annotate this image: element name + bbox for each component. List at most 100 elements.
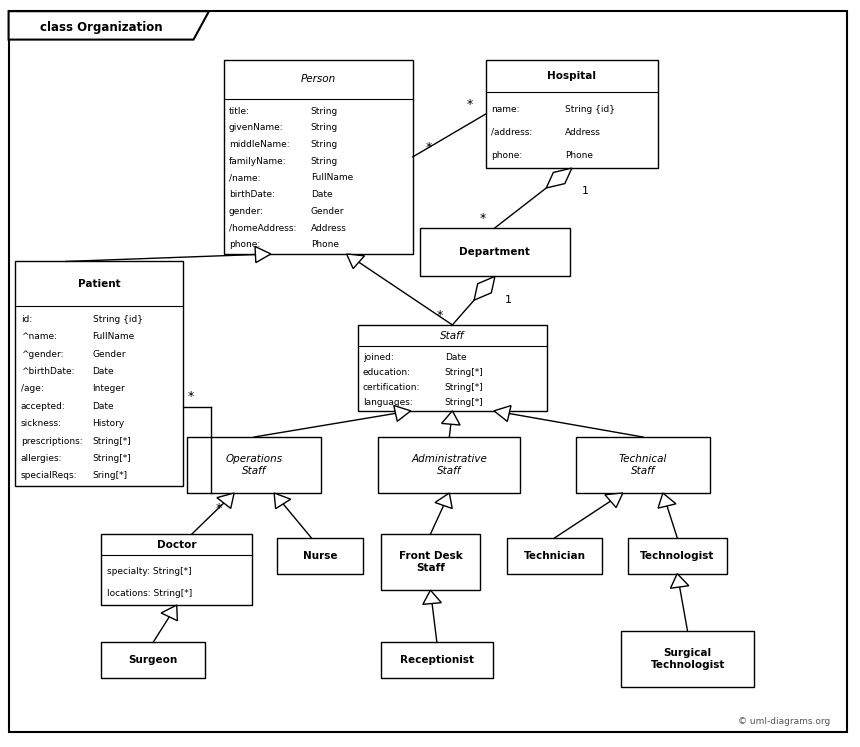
Polygon shape — [423, 590, 441, 604]
Polygon shape — [435, 493, 452, 509]
Polygon shape — [274, 493, 291, 509]
FancyBboxPatch shape — [628, 538, 727, 574]
Text: id:: id: — [21, 314, 32, 323]
Text: String[*]: String[*] — [93, 454, 132, 463]
Text: String[*]: String[*] — [445, 368, 483, 377]
Text: gender:: gender: — [229, 207, 264, 216]
Text: Gender: Gender — [310, 207, 344, 216]
Text: Date: Date — [310, 190, 332, 199]
Text: History: History — [93, 419, 125, 428]
Polygon shape — [658, 493, 676, 508]
Text: String: String — [310, 123, 338, 132]
FancyBboxPatch shape — [378, 437, 520, 493]
Text: String[*]: String[*] — [445, 398, 483, 407]
Text: *: * — [467, 98, 473, 111]
Text: Patient: Patient — [78, 279, 120, 289]
Text: Technical
Staff: Technical Staff — [618, 454, 667, 476]
Polygon shape — [546, 168, 572, 188]
Text: Technician: Technician — [524, 551, 586, 561]
FancyBboxPatch shape — [381, 534, 480, 590]
FancyBboxPatch shape — [486, 60, 658, 168]
Polygon shape — [671, 574, 689, 588]
Text: Front Desk
Staff: Front Desk Staff — [398, 551, 463, 573]
FancyBboxPatch shape — [187, 437, 321, 493]
Text: Nurse: Nurse — [303, 551, 337, 561]
Text: Person: Person — [301, 74, 335, 84]
Text: prescriptions:: prescriptions: — [21, 437, 83, 446]
Polygon shape — [605, 493, 623, 507]
Text: /age:: /age: — [21, 385, 43, 394]
Text: Sring[*]: Sring[*] — [93, 471, 128, 480]
Polygon shape — [394, 406, 411, 421]
Text: Surgeon: Surgeon — [128, 655, 178, 666]
Text: title:: title: — [229, 107, 249, 116]
FancyBboxPatch shape — [358, 325, 547, 411]
Text: Doctor: Doctor — [157, 540, 196, 550]
Text: FullName: FullName — [93, 332, 135, 341]
Text: Phone: Phone — [310, 241, 339, 249]
Text: String[*]: String[*] — [93, 437, 132, 446]
Text: String {id}: String {id} — [93, 314, 143, 323]
Text: givenName:: givenName: — [229, 123, 284, 132]
FancyBboxPatch shape — [277, 538, 363, 574]
FancyBboxPatch shape — [224, 60, 413, 254]
Text: class Organization: class Organization — [40, 21, 163, 34]
Text: joined:: joined: — [363, 353, 394, 362]
Text: specialty: String[*]: specialty: String[*] — [107, 567, 191, 576]
FancyBboxPatch shape — [101, 534, 252, 605]
Text: Address: Address — [310, 223, 347, 232]
Polygon shape — [494, 406, 511, 421]
Text: © uml-diagrams.org: © uml-diagrams.org — [738, 717, 830, 726]
Text: /name:: /name: — [229, 173, 261, 182]
Text: 1: 1 — [506, 294, 513, 305]
FancyBboxPatch shape — [420, 228, 570, 276]
Polygon shape — [255, 247, 271, 263]
Text: /homeAddress:: /homeAddress: — [229, 223, 296, 232]
Text: *: * — [480, 212, 486, 225]
Text: Date: Date — [93, 367, 114, 376]
Text: *: * — [426, 141, 432, 154]
Text: middleName:: middleName: — [229, 140, 289, 149]
Text: Staff: Staff — [440, 331, 464, 341]
FancyBboxPatch shape — [507, 538, 602, 574]
Text: String: String — [310, 140, 338, 149]
Text: Gender: Gender — [93, 350, 126, 359]
Text: phone:: phone: — [229, 241, 260, 249]
Text: Department: Department — [459, 247, 531, 257]
Text: allergies:: allergies: — [21, 454, 62, 463]
Text: *: * — [187, 390, 194, 403]
Text: specialReqs:: specialReqs: — [21, 471, 77, 480]
Polygon shape — [217, 493, 234, 509]
Text: Surgical
Technologist: Surgical Technologist — [650, 648, 725, 670]
Text: ^birthDate:: ^birthDate: — [21, 367, 74, 376]
Text: accepted:: accepted: — [21, 402, 65, 411]
Polygon shape — [161, 605, 177, 621]
Text: phone:: phone: — [491, 151, 522, 160]
Text: Hospital: Hospital — [548, 71, 596, 81]
Text: name:: name: — [491, 105, 519, 114]
Text: *: * — [437, 309, 443, 322]
Text: 1: 1 — [582, 186, 589, 196]
Text: Phone: Phone — [565, 151, 593, 160]
Polygon shape — [474, 276, 495, 300]
FancyBboxPatch shape — [381, 642, 493, 678]
Text: FullName: FullName — [310, 173, 353, 182]
Text: String: String — [310, 157, 338, 166]
Text: Integer: Integer — [93, 385, 126, 394]
FancyBboxPatch shape — [15, 261, 183, 486]
Text: familyName:: familyName: — [229, 157, 286, 166]
Text: Administrative
Staff: Administrative Staff — [411, 454, 488, 476]
Text: birthDate:: birthDate: — [229, 190, 274, 199]
Text: String {id}: String {id} — [565, 105, 615, 114]
Text: /address:: /address: — [491, 128, 532, 137]
Polygon shape — [9, 11, 209, 40]
Text: *: * — [216, 502, 222, 515]
FancyBboxPatch shape — [101, 642, 205, 678]
Polygon shape — [441, 411, 460, 425]
FancyBboxPatch shape — [576, 437, 710, 493]
Text: education:: education: — [363, 368, 411, 377]
Text: Date: Date — [93, 402, 114, 411]
Text: Date: Date — [445, 353, 466, 362]
Text: Operations
Staff: Operations Staff — [225, 454, 283, 476]
Text: certification:: certification: — [363, 383, 421, 392]
